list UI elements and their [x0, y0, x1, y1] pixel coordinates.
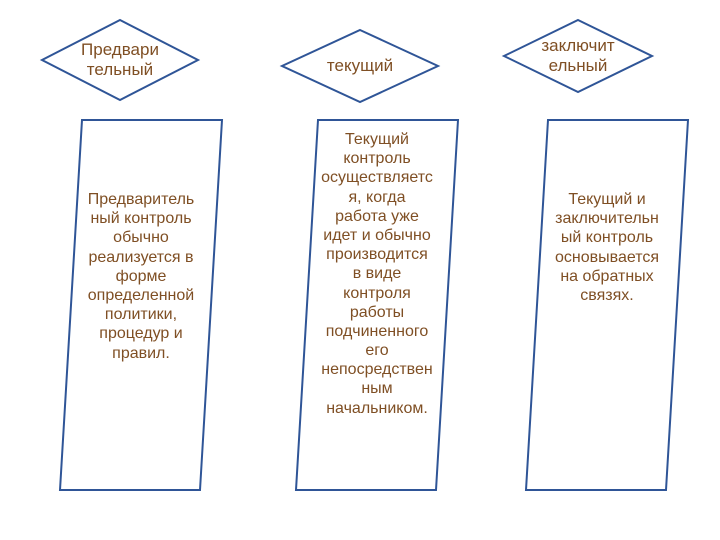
diamond-label-pred: Предварительный: [79, 28, 161, 92]
diagram-stage: Предварительный текущий заключительный П…: [0, 0, 720, 540]
diamond-label-cur: текущий: [319, 37, 401, 95]
box-text-cur: Текущий контроль осуществляется, когда р…: [321, 130, 433, 480]
box-text-pred: Предварительный контроль обычно реализуе…: [85, 190, 197, 480]
diamond-label-final: заключительный: [539, 27, 617, 85]
box-text-final: Текущий и заключительный контроль основы…: [551, 190, 663, 480]
